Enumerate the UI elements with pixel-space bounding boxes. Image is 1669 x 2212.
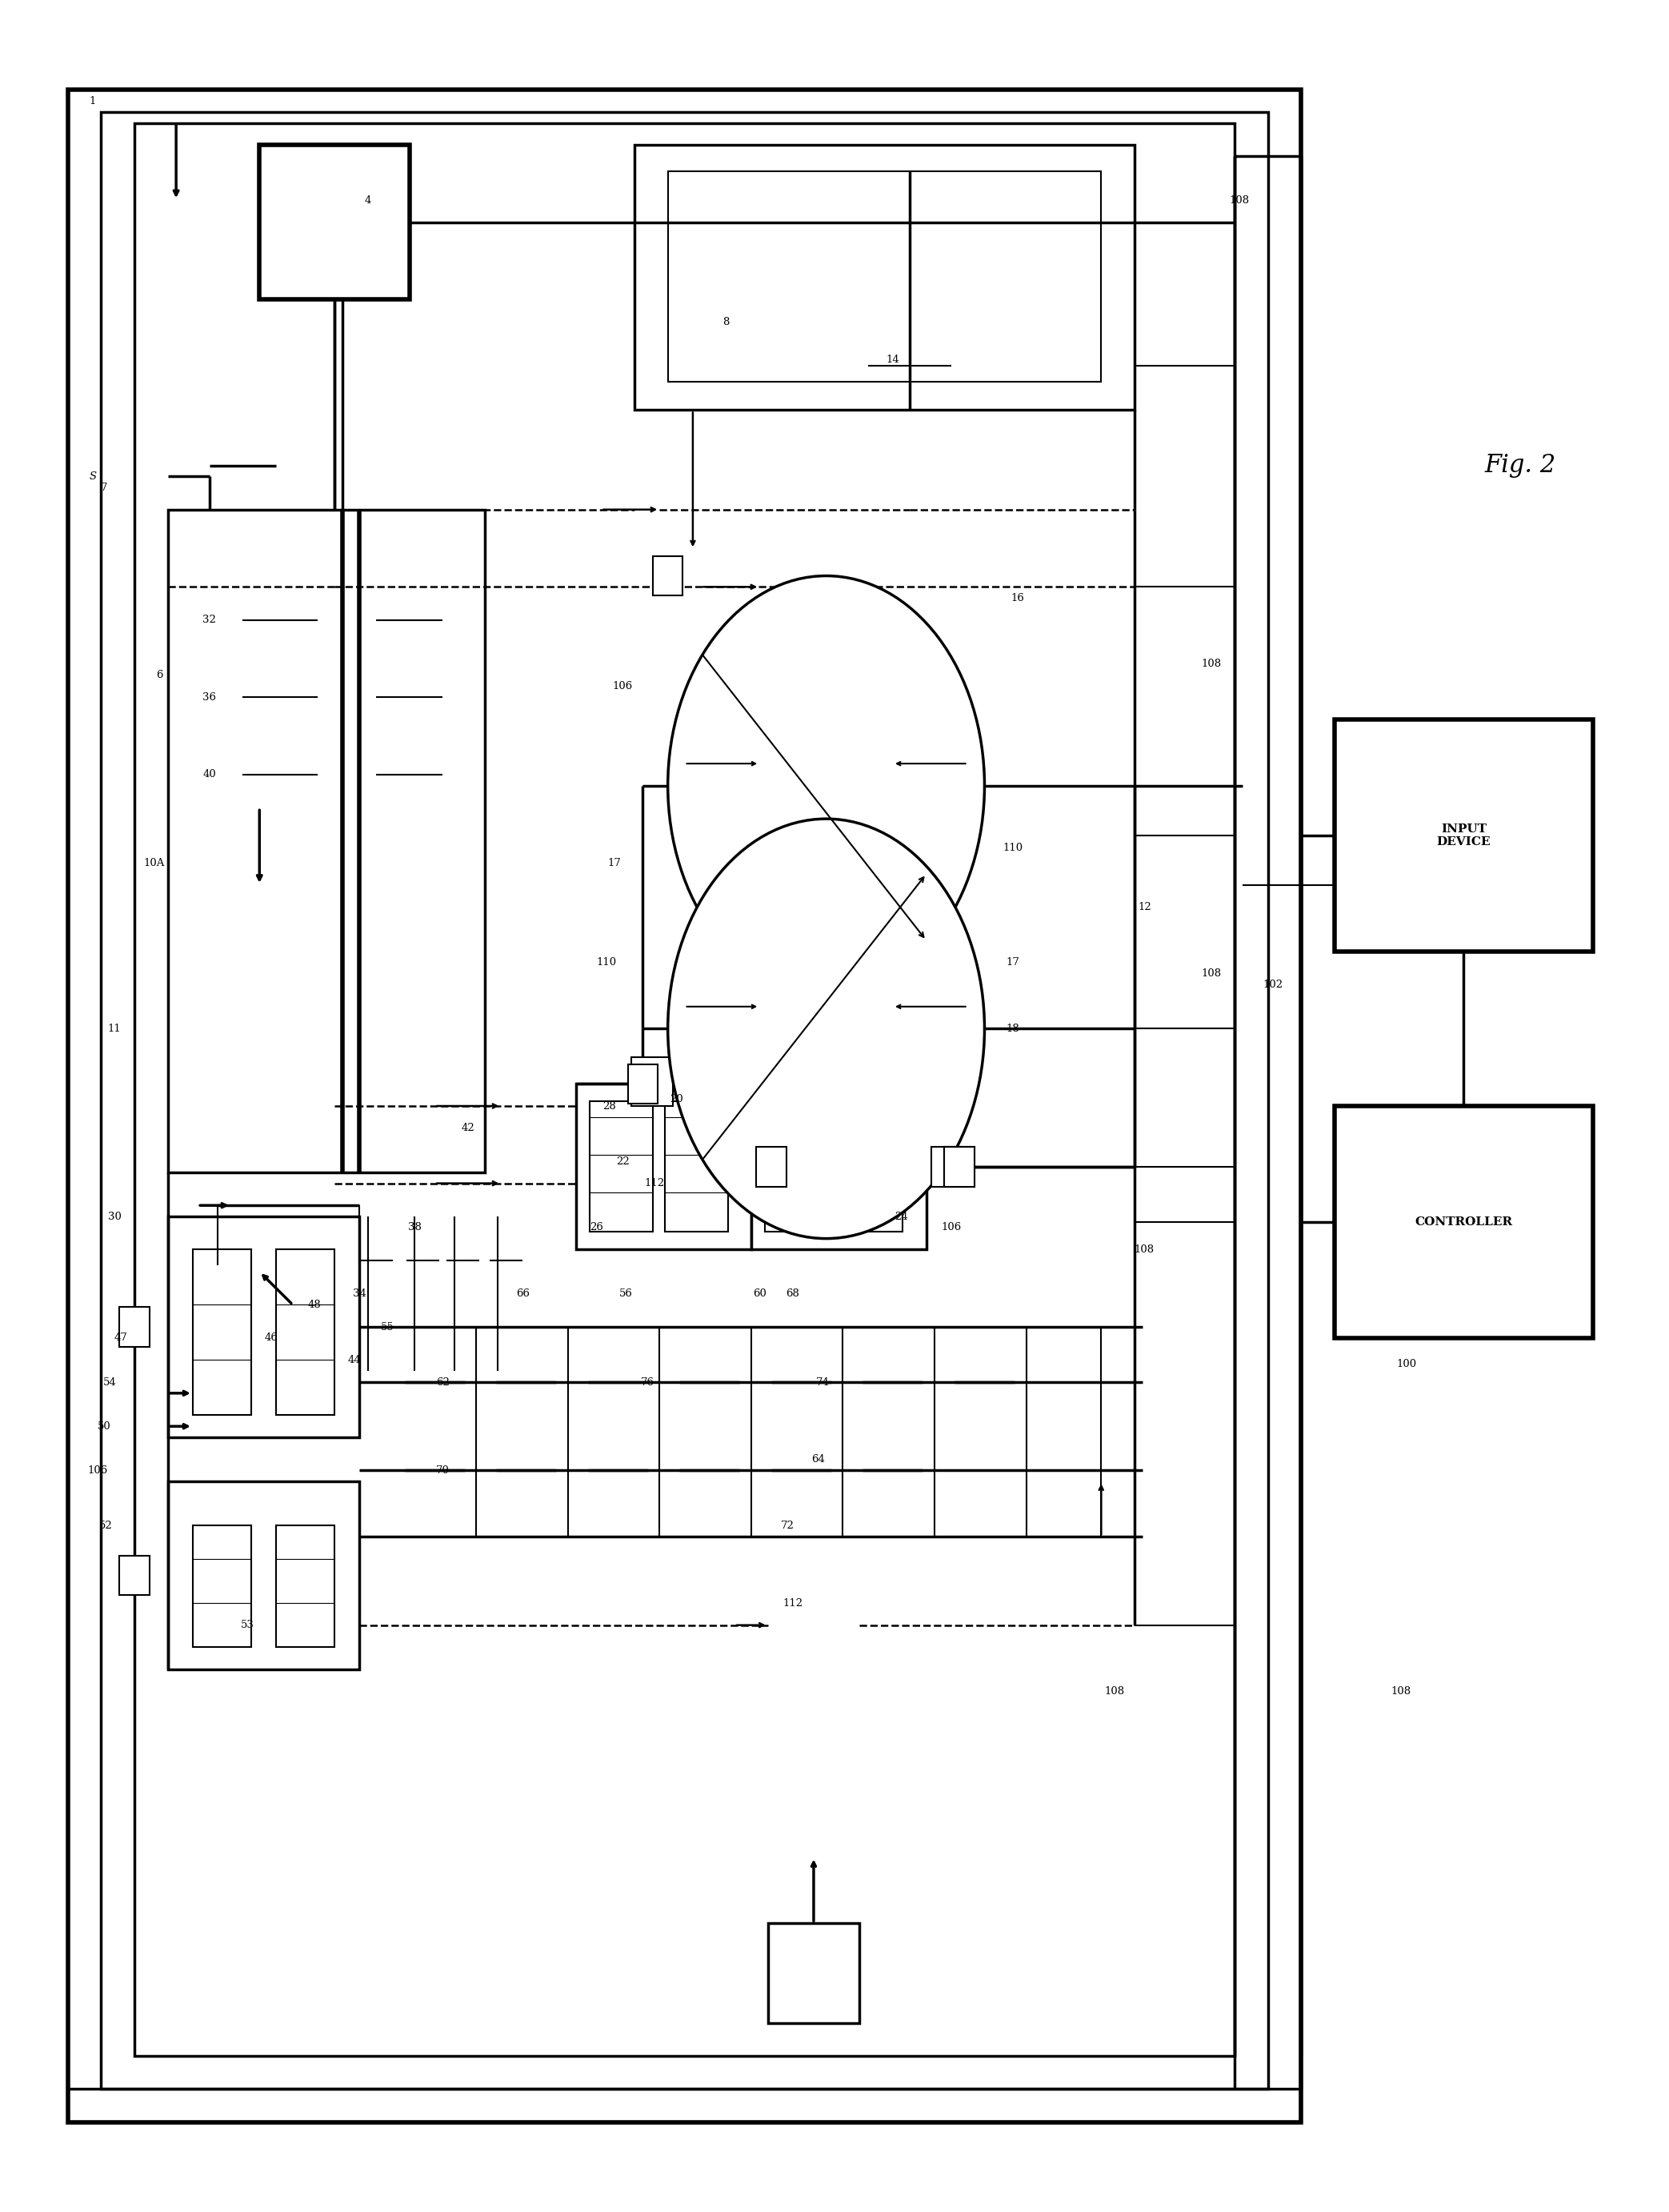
Bar [840, 1102, 903, 1232]
Bar [768, 1924, 860, 2022]
Bar [945, 1146, 975, 1186]
Bar [169, 1217, 359, 1438]
Text: 4: 4 [364, 195, 371, 206]
Text: 112: 112 [783, 1597, 803, 1608]
Bar [194, 1526, 250, 1648]
Text: 30: 30 [108, 1212, 122, 1221]
Text: 48: 48 [307, 1301, 320, 1310]
Bar [756, 1146, 786, 1186]
Bar [259, 146, 409, 299]
Text: 47: 47 [115, 1334, 129, 1343]
Text: 38: 38 [407, 1223, 421, 1232]
Bar [653, 555, 683, 595]
Text: 68: 68 [786, 1290, 799, 1298]
Text: 70: 70 [436, 1464, 449, 1475]
Text: 60: 60 [753, 1290, 766, 1298]
Text: 53: 53 [240, 1619, 255, 1630]
Circle shape [668, 575, 985, 995]
Text: 108: 108 [1202, 969, 1222, 978]
Bar [751, 1084, 926, 1250]
Text: 36: 36 [202, 692, 217, 703]
Text: 11: 11 [108, 1024, 122, 1033]
Text: 108: 108 [1230, 195, 1250, 206]
Circle shape [668, 818, 985, 1239]
Bar [102, 113, 1268, 2088]
Text: 76: 76 [641, 1376, 654, 1387]
Text: 106: 106 [613, 681, 633, 692]
Text: 74: 74 [816, 1376, 829, 1387]
Text: 10A: 10A [144, 858, 165, 867]
Bar [634, 146, 1135, 409]
Text: 106: 106 [88, 1464, 108, 1475]
Bar [169, 509, 484, 1172]
Text: 34: 34 [352, 1290, 366, 1298]
Text: 55: 55 [381, 1323, 394, 1332]
Bar [931, 1146, 961, 1186]
Bar [1335, 719, 1592, 951]
Text: 22: 22 [616, 1157, 629, 1166]
Text: 64: 64 [811, 1453, 824, 1464]
Text: 17: 17 [1006, 958, 1020, 967]
Bar [576, 1084, 751, 1250]
Text: 20: 20 [669, 1095, 683, 1104]
Bar [275, 1526, 334, 1648]
Bar [764, 1102, 828, 1232]
Text: 12: 12 [1138, 902, 1152, 911]
Text: 42: 42 [461, 1124, 474, 1133]
Text: 106: 106 [941, 1223, 961, 1232]
Text: 100: 100 [1397, 1358, 1417, 1369]
Text: 108: 108 [1105, 1686, 1125, 1697]
Text: 66: 66 [516, 1290, 529, 1298]
Text: 24: 24 [895, 1212, 908, 1221]
Text: 44: 44 [347, 1354, 361, 1365]
Bar [120, 1307, 150, 1347]
Text: 52: 52 [100, 1520, 113, 1531]
Text: 18: 18 [1006, 1024, 1020, 1033]
Bar [628, 1064, 658, 1104]
Text: Fig. 2: Fig. 2 [1484, 453, 1556, 478]
Text: 108: 108 [1392, 1686, 1412, 1697]
Bar [68, 91, 1302, 2121]
Bar [120, 1555, 150, 1595]
Text: 7: 7 [102, 482, 108, 493]
Bar [275, 1250, 334, 1416]
Text: 110: 110 [596, 958, 616, 967]
Text: 17: 17 [608, 858, 621, 867]
Bar [945, 1146, 975, 1186]
Bar [589, 1102, 653, 1232]
Text: 14: 14 [886, 354, 900, 365]
Text: 112: 112 [644, 1179, 664, 1188]
Bar [631, 1057, 673, 1106]
Text: 8: 8 [723, 316, 729, 327]
Text: 56: 56 [619, 1290, 633, 1298]
Text: 28: 28 [603, 1102, 616, 1110]
Text: 1: 1 [90, 95, 97, 106]
Text: 6: 6 [157, 670, 164, 681]
Text: 26: 26 [589, 1223, 603, 1232]
Text: 40: 40 [202, 770, 217, 781]
Text: 110: 110 [1003, 843, 1023, 854]
Bar [1335, 1106, 1592, 1338]
Bar [135, 124, 1235, 2055]
Text: 108: 108 [1135, 1245, 1155, 1254]
Text: CONTROLLER: CONTROLLER [1415, 1217, 1512, 1228]
Bar [194, 1250, 250, 1416]
Text: 32: 32 [202, 615, 217, 626]
Text: 46: 46 [264, 1334, 277, 1343]
Text: 102: 102 [1263, 980, 1283, 989]
Text: 62: 62 [436, 1376, 449, 1387]
Bar [169, 1482, 359, 1670]
Text: INPUT
DEVICE: INPUT DEVICE [1437, 823, 1490, 847]
Bar [664, 1102, 728, 1232]
Text: 72: 72 [781, 1520, 794, 1531]
Text: 108: 108 [1202, 659, 1222, 670]
Text: S: S [88, 471, 97, 482]
Text: 16: 16 [1011, 593, 1025, 604]
Text: 50: 50 [98, 1420, 112, 1431]
Bar [668, 173, 1102, 380]
Text: 54: 54 [103, 1376, 117, 1387]
